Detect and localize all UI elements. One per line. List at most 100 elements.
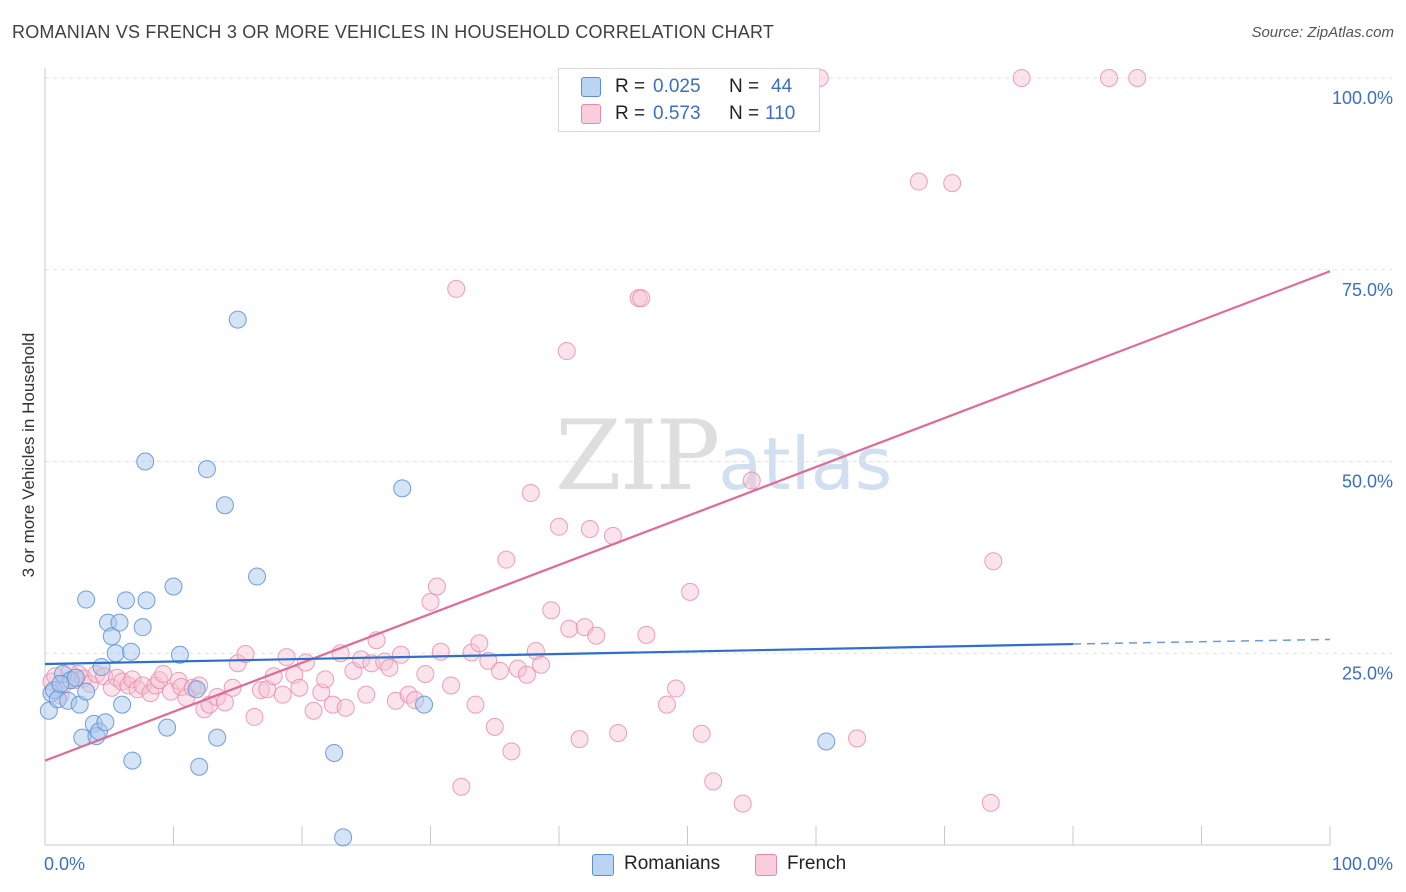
french-point [466,695,485,714]
french-point [228,654,247,673]
french-point [380,658,399,677]
x-tick-label: 0.0% [44,854,85,874]
legend-n-label: N = [729,103,760,124]
french-point [251,681,270,700]
romanians-n-value: 44 [771,76,793,97]
romanian-point [393,479,412,498]
french-point [447,279,466,298]
romanian-point [133,618,152,637]
french-point [587,626,606,645]
french-point [316,670,335,689]
legend-row-romanians: R = 0.025 N = 44 [581,74,813,100]
french-point [981,793,1000,812]
french-legend-swatch [755,854,777,876]
romanian-point [106,644,125,663]
romanians-swatch [581,77,601,97]
romanian-point [122,642,141,661]
french-point [704,772,723,791]
french-point [431,642,450,661]
french-point [637,625,656,644]
romanians-trend-extension [1072,638,1331,645]
romanian-point [113,695,132,714]
romanians-legend-label: Romanians [624,853,721,874]
legend-n-label: N = [729,76,760,97]
french-point [352,650,371,669]
french-point [215,693,234,712]
french-point [943,174,962,193]
french-point [733,794,752,813]
french-point [532,655,551,674]
romanian-point [158,718,177,737]
french-point [497,550,516,569]
y-tick-label: 75.0% [1342,280,1393,300]
french-point [273,685,292,704]
french-point [632,289,651,308]
watermark-zip: ZIP [555,400,720,512]
french-point [277,648,296,667]
romanian-point [92,658,111,677]
romanian-point [215,496,234,515]
watermark: ZIPatlas [555,400,892,512]
french-point [609,724,628,743]
french-point [666,679,685,698]
french-point [479,651,498,670]
french-swatch [581,104,601,124]
y-tick-label: 25.0% [1342,663,1393,683]
stats-legend: R = 0.025 N = 44 R = 0.573 N = 110 [558,68,820,132]
french-point [442,676,461,695]
french-point [123,670,142,689]
french-point [485,717,504,736]
french-point [984,552,1003,571]
french-r-value: 0.573 [653,103,701,124]
romanians-r-value: 0.025 [653,76,701,97]
french-point [557,342,576,361]
french-point [692,724,711,743]
romanian-point [187,680,206,699]
romanian-point [197,460,216,479]
romanian-point [248,567,267,586]
french-point [427,577,446,596]
axes [44,68,1331,846]
french-point [1012,69,1031,87]
french-point [909,172,928,191]
french-point [133,676,152,695]
french-point [304,701,323,720]
french-point [542,601,561,620]
romanian-point [102,627,121,646]
romanian-point [96,713,115,732]
french-point [742,471,761,490]
y-tick-label: 50.0% [1342,472,1393,492]
watermark-atlas: atlas [718,422,893,506]
romanian-point [123,751,142,770]
y-tick-label: 100.0% [1332,88,1393,108]
french-point [236,645,255,664]
y-axis-label: 3 or more Vehicles in Household [19,332,38,578]
french-point [452,777,471,796]
french-legend-label: French [787,853,847,874]
french-point [580,519,599,538]
legend-r-label: R = [615,103,646,124]
french-point [470,634,489,653]
french-n-value: 110 [765,103,796,124]
source-label: Source: ZipAtlas.com [1251,24,1394,41]
french-point [570,730,589,749]
french-point [1128,69,1147,87]
romanian-point [137,591,156,610]
french-point [245,707,264,726]
french-point [657,695,676,714]
romanians-trend-line [44,642,1074,666]
romanian-point [164,577,183,596]
romanian-point [334,828,353,847]
romanian-point [77,682,96,701]
french-point [490,661,509,680]
french-point [154,664,173,683]
romanian-point [136,452,155,471]
legend-row-french: R = 0.573 N = 110 [581,101,813,127]
romanian-point [325,743,344,762]
romanian-point [51,674,70,693]
french-point [290,678,309,697]
french-point [223,678,242,697]
french-point [391,645,410,664]
romanian-point [77,590,96,609]
